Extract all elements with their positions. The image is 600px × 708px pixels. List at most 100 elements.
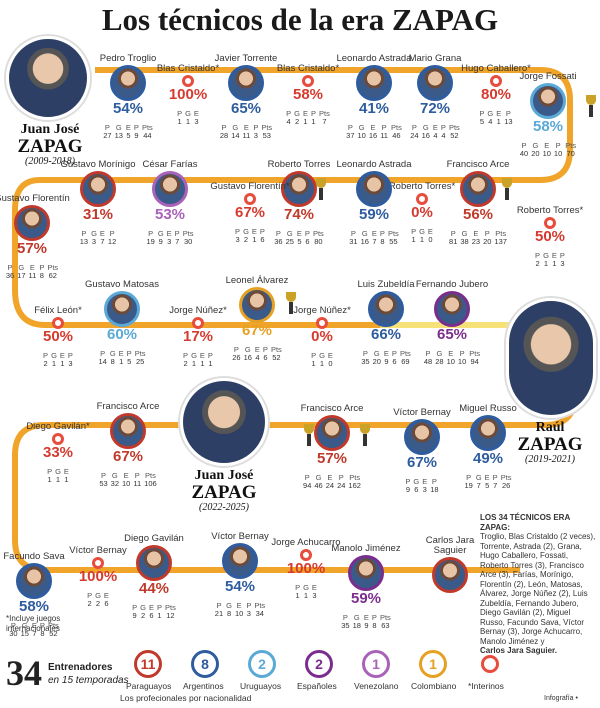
coach-photo — [314, 415, 350, 451]
coach-card: Blas Cristaldo* 58% P G E P Pts 4 2 1 1 7 — [268, 54, 348, 126]
stat-value: 10 — [542, 149, 551, 158]
coach-photo — [281, 171, 317, 207]
coach-name: Jorge Núñez* — [293, 305, 351, 316]
stat-value: 1 — [191, 359, 197, 368]
coach-name: Hugo Caballero* — [461, 63, 531, 74]
coach-percentage: 58% — [292, 86, 324, 103]
stat-value: 24 — [410, 131, 419, 140]
stat-value: 48 — [423, 357, 433, 366]
stat-header: P — [109, 229, 115, 238]
coach-name: Carlos Jara Saguier — [425, 535, 475, 556]
stat-header: Pts — [47, 263, 59, 272]
coach-photo — [104, 291, 140, 327]
stat-value: 1 — [185, 117, 191, 126]
stat-value: 69 — [401, 357, 410, 366]
stat-header: Pts — [270, 345, 282, 354]
stat-header: E — [473, 229, 479, 238]
stat-header: E — [448, 349, 454, 358]
stat-value: 18 — [352, 621, 361, 630]
stat-value: 106 — [144, 479, 157, 488]
stat-header: P — [411, 227, 417, 236]
coach-card: Javier Torrente 65% P G E P Pts 28 14 11 3 53 — [206, 44, 286, 140]
stat-value: 7 — [476, 481, 481, 490]
stat-value: 10 — [357, 131, 366, 140]
coach-name: Gustavo Florentín — [0, 193, 70, 204]
coach-percentage: 56% — [462, 206, 494, 223]
stat-header: G — [532, 141, 539, 150]
coach-photo — [300, 549, 312, 561]
stat-header: P — [304, 229, 310, 238]
coach-stats: P G E P Pts 35 18 9 8 63 — [341, 614, 391, 630]
stat-value: 1 — [552, 259, 557, 268]
stat-header: G — [361, 229, 368, 238]
stat-value: 8 — [39, 271, 44, 280]
coach-photo — [544, 217, 556, 229]
coach-card: Miguel Russo 49% P G E P Pts 19 7 5 7 26 — [448, 394, 528, 490]
coach-card: Carlos Jara Saguier — [410, 536, 490, 593]
stat-header: Pts — [349, 473, 361, 482]
stat-value: 13 — [114, 131, 123, 140]
stat-value: 1 — [64, 475, 69, 484]
stat-value: 20 — [531, 149, 540, 158]
coach-card: Jorge Núñez* 0% P G E 1 1 0 — [282, 296, 362, 368]
coach-stats: P G E P Pts 19 7 5 7 26 — [464, 474, 511, 490]
stat-value: 11 — [133, 479, 142, 488]
stat-header: P — [484, 229, 490, 238]
coach-photo — [52, 433, 64, 445]
stat-value: 10 — [122, 479, 131, 488]
legend-count: 2 — [305, 650, 333, 678]
stat-header: P — [492, 473, 498, 482]
stat-value: 1 — [252, 235, 257, 244]
coach-name: Diego Gavilán* — [26, 421, 90, 432]
coach-stats: P G E P 9 6 3 18 — [405, 478, 438, 494]
stat-header: P — [133, 123, 139, 132]
stat-header: E — [551, 251, 557, 260]
coach-photo — [460, 171, 496, 207]
coach-percentage: 100% — [286, 560, 326, 577]
stat-value: 5 — [297, 237, 302, 246]
stat-header: P — [132, 603, 138, 612]
stat-header: G — [185, 109, 191, 118]
stat-header: P — [350, 229, 356, 238]
stat-header: Pts — [319, 109, 330, 118]
stat-value: 19 — [464, 481, 473, 490]
coach-percentage: 67% — [406, 454, 438, 471]
stat-header: P — [262, 345, 268, 354]
legend-label: Españoles — [297, 681, 337, 691]
stat-header: Pts — [134, 349, 146, 358]
coach-card: Jorge Fossati 58% P G E P Pts 40 20 10 10 70 — [508, 62, 588, 158]
stat-header: P — [286, 109, 292, 118]
stat-value: 2 — [294, 117, 300, 126]
coach-photo — [110, 65, 146, 101]
coach-percentage: 100% — [168, 86, 208, 103]
stat-header: E — [63, 467, 69, 476]
stat-header: P — [304, 473, 310, 482]
coach-stats: P G E P Pts 94 46 24 24 162 — [303, 474, 361, 490]
coach-percentage: 41% — [358, 100, 390, 117]
stat-value: 7 — [493, 481, 498, 490]
stat-header: P — [379, 229, 385, 238]
coach-stats: P G E P Pts 24 16 4 4 52 — [410, 124, 460, 140]
stat-value: 1 — [60, 359, 65, 368]
stat-value: 1 — [311, 117, 316, 126]
stat-header: E — [422, 477, 428, 486]
coach-photo — [16, 563, 52, 599]
stat-value: 53 — [99, 479, 108, 488]
stat-header: Pts — [254, 601, 266, 610]
president-last: ZAPAG — [17, 136, 83, 157]
stat-header: E — [123, 471, 129, 480]
coach-percentage: 54% — [224, 578, 256, 595]
stat-value: 9 — [384, 357, 389, 366]
stat-value: 26 — [501, 481, 511, 490]
stat-header: P — [47, 467, 53, 476]
stat-value: 21 — [214, 609, 224, 618]
stat-value: 16 — [421, 131, 430, 140]
stat-value: 46 — [314, 481, 323, 490]
total-sub: en 15 temporadas — [48, 675, 129, 686]
stat-header: P — [535, 251, 541, 260]
stat-header: G — [18, 263, 25, 272]
president-first: Raúl — [535, 420, 565, 435]
